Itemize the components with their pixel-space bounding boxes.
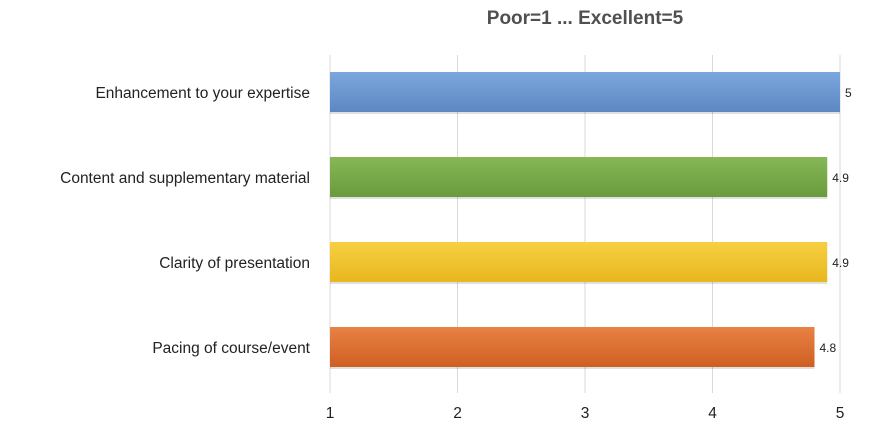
category-label-2: Content and supplementary material — [60, 170, 310, 187]
x-tick-label-3: 3 — [581, 405, 590, 422]
labels: 1 2 3 4 5 Enhancement to your expertise 5 Conte… — [60, 85, 852, 422]
category-label-1: Enhancement to your expertise — [95, 85, 310, 102]
bar-shadow-2 — [330, 197, 828, 199]
x-tick-label-4: 4 — [708, 405, 717, 422]
bar-shadow-3 — [330, 282, 828, 284]
data-label-2: 4.9 — [832, 171, 849, 185]
x-tick-label-5: 5 — [836, 405, 845, 422]
data-label-1: 5 — [845, 86, 852, 100]
data-label-3: 4.9 — [832, 256, 849, 270]
x-tick-label-2: 2 — [453, 405, 462, 422]
category-label-4: Pacing of course/event — [152, 340, 310, 357]
x-tick-label-1: 1 — [326, 405, 335, 422]
bar-1 — [330, 72, 840, 112]
bar-shadow-1 — [330, 112, 840, 114]
category-label-3: Clarity of presentation — [159, 255, 310, 272]
bar-4 — [330, 327, 815, 367]
chart-title: Poor=1 ... Excellent=5 — [486, 8, 684, 29]
data-label-4: 4.8 — [820, 341, 837, 355]
bars — [330, 72, 840, 369]
bar-shadow-4 — [330, 367, 815, 369]
bar-3 — [330, 242, 828, 282]
bar-2 — [330, 157, 828, 197]
